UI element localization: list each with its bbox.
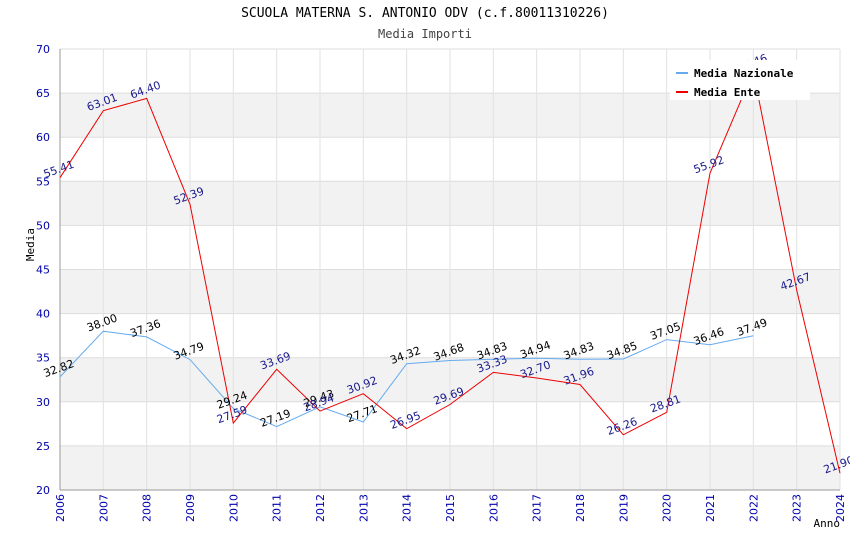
legend-box [670, 60, 810, 100]
x-tick-label: 2016 [487, 494, 500, 522]
x-tick-label: 2018 [574, 494, 587, 522]
y-tick-label: 65 [36, 87, 50, 100]
x-tick-label: 2009 [184, 494, 197, 522]
data-label: 37.05 [648, 320, 682, 343]
y-tick-label: 25 [36, 440, 50, 453]
chart-title: SCUOLA MATERNA S. ANTONIO ODV (c.f.80011… [241, 6, 609, 21]
y-tick-label: 40 [36, 308, 50, 321]
data-label: 55.92 [692, 153, 726, 176]
x-axis-title: Anno [814, 517, 841, 530]
data-label: 26.95 [388, 409, 422, 432]
y-tick-label: 20 [36, 484, 50, 497]
y-tick-label: 45 [36, 264, 50, 277]
x-tick-label: 2011 [271, 494, 284, 522]
y-tick-label: 30 [36, 396, 50, 409]
x-tick-label: 2020 [661, 494, 674, 522]
data-label: 26.26 [605, 415, 639, 438]
x-tick-label: 2008 [141, 494, 154, 522]
legend-label: Media Ente [694, 86, 761, 99]
x-tick-label: 2017 [531, 494, 544, 522]
x-tick-label: 2024 [834, 494, 847, 522]
x-tick-label: 2007 [97, 494, 110, 522]
y-tick-label: 55 [36, 175, 50, 188]
data-label: 38.00 [85, 311, 119, 334]
series-line [59, 330, 754, 428]
data-label: 55.41 [42, 158, 76, 181]
y-tick-label: 60 [36, 131, 50, 144]
x-tick-label: 2023 [791, 494, 804, 522]
series-line [59, 69, 841, 474]
x-tick-label: 2022 [747, 494, 760, 522]
x-tick-label: 2021 [704, 494, 717, 522]
x-tick-label: 2006 [54, 494, 67, 522]
x-tick-label: 2012 [314, 494, 327, 522]
chart-subtitle: Media Importi [378, 27, 472, 41]
x-tick-label: 2010 [227, 494, 240, 522]
x-tick-label: 2015 [444, 494, 457, 522]
x-tick-label: 2014 [401, 494, 414, 522]
y-axis-title: Media [24, 228, 37, 261]
y-tick-label: 35 [36, 352, 50, 365]
x-tick-label: 2013 [357, 494, 370, 522]
legend-label: Media Nazionale [694, 67, 794, 80]
y-tick-label: 70 [36, 43, 50, 56]
x-tick-label: 2019 [617, 494, 630, 522]
y-tick-label: 50 [36, 219, 50, 232]
